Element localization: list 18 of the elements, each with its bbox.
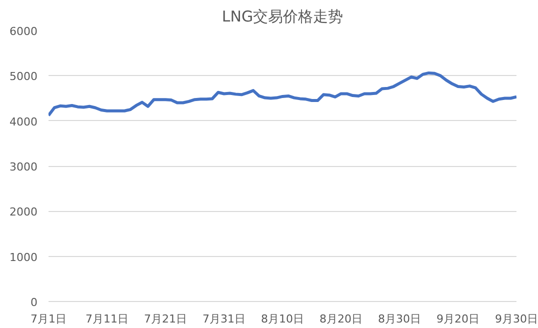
x-tick-label: 8月10日 — [261, 312, 304, 326]
chart-title: LNG交易价格走势 — [222, 8, 344, 26]
line-series — [48, 71, 516, 117]
x-tick-label: 7月31日 — [202, 312, 246, 326]
y-tick-label: 0 — [30, 296, 38, 309]
x-tick-label: 8月20日 — [320, 312, 362, 326]
y-tick-label: 1000 — [10, 250, 38, 264]
x-tick-label: 7月11日 — [86, 312, 128, 326]
y-tick-label: 3000 — [10, 160, 38, 174]
x-tick-label: 9月30日 — [495, 312, 538, 326]
x-tick-label: 7月21日 — [144, 312, 187, 326]
y-tick-label: 5000 — [10, 70, 38, 84]
x-tick-label: 9月20日 — [436, 312, 480, 326]
y-tick-label: 2000 — [10, 206, 38, 219]
y-tick-label: 4000 — [10, 115, 38, 128]
y-tick-label: 6000 — [10, 25, 38, 38]
x-tick-label: 7月1日 — [30, 312, 66, 326]
x-tick-label: 8月30日 — [378, 312, 421, 326]
